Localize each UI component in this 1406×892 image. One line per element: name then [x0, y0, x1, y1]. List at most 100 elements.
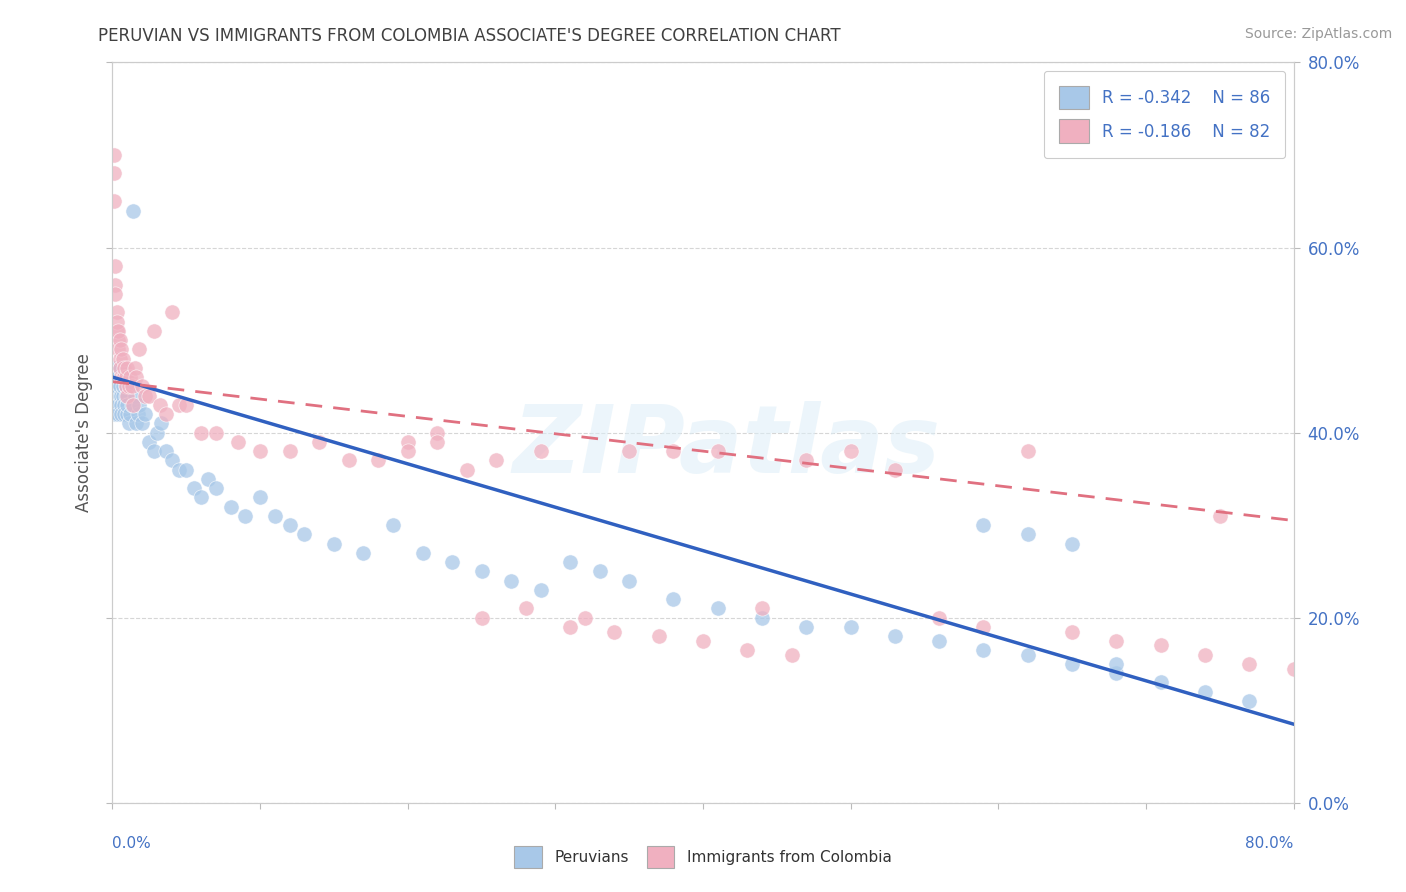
- Point: [125, 370, 148, 384]
- Point: [104, 277, 127, 292]
- Text: Source: ZipAtlas.com: Source: ZipAtlas.com: [1244, 27, 1392, 41]
- Point: [105, 379, 128, 393]
- Point: [105, 370, 128, 384]
- Point: [382, 518, 405, 533]
- Point: [103, 360, 125, 375]
- Point: [292, 527, 315, 541]
- Point: [110, 398, 132, 412]
- Text: PERUVIAN VS IMMIGRANTS FROM COLOMBIA ASSOCIATE'S DEGREE CORRELATION CHART: PERUVIAN VS IMMIGRANTS FROM COLOMBIA ASS…: [98, 27, 841, 45]
- Point: [515, 601, 537, 615]
- Point: [118, 417, 141, 431]
- Point: [155, 444, 177, 458]
- Point: [796, 453, 818, 467]
- Point: [112, 407, 135, 421]
- Point: [134, 388, 156, 402]
- Point: [1017, 527, 1039, 541]
- Point: [142, 324, 165, 338]
- Point: [1208, 508, 1232, 523]
- Point: [973, 643, 995, 657]
- Point: [426, 425, 449, 440]
- Point: [107, 370, 129, 384]
- Point: [219, 500, 242, 514]
- Point: [114, 379, 136, 393]
- Point: [118, 379, 141, 393]
- Point: [103, 398, 125, 412]
- Point: [107, 398, 129, 412]
- Point: [167, 462, 190, 476]
- Point: [114, 370, 136, 384]
- Point: [104, 379, 127, 393]
- Point: [110, 407, 132, 421]
- Point: [103, 388, 125, 402]
- Point: [529, 444, 551, 458]
- Point: [105, 314, 128, 328]
- Point: [1239, 694, 1261, 708]
- Point: [1105, 633, 1128, 648]
- Point: [110, 388, 132, 402]
- Point: [138, 388, 160, 402]
- Point: [104, 370, 127, 384]
- Point: [103, 148, 125, 162]
- Point: [928, 610, 950, 624]
- Point: [112, 370, 135, 384]
- Point: [485, 453, 508, 467]
- Point: [737, 643, 759, 657]
- Point: [111, 351, 134, 366]
- Point: [114, 379, 136, 393]
- Point: [619, 574, 641, 588]
- Point: [138, 434, 160, 449]
- Point: [142, 444, 165, 458]
- Point: [337, 453, 360, 467]
- Point: [108, 333, 131, 347]
- Point: [108, 351, 131, 366]
- Point: [396, 444, 419, 458]
- Point: [456, 462, 478, 476]
- Point: [1239, 657, 1261, 671]
- Point: [160, 453, 183, 467]
- Point: [104, 259, 127, 273]
- Point: [426, 434, 449, 449]
- Point: [128, 343, 150, 357]
- Point: [112, 398, 135, 412]
- Point: [103, 379, 125, 393]
- Point: [662, 592, 685, 607]
- Legend: Peruvians, Immigrants from Colombia: Peruvians, Immigrants from Colombia: [506, 838, 900, 875]
- Point: [183, 481, 205, 495]
- Point: [117, 407, 138, 421]
- Point: [558, 555, 582, 569]
- Point: [105, 305, 128, 319]
- Point: [121, 379, 143, 393]
- Point: [839, 620, 862, 634]
- Point: [751, 601, 773, 615]
- Point: [121, 398, 143, 412]
- Point: [1150, 675, 1173, 690]
- Point: [103, 194, 125, 209]
- Point: [796, 620, 818, 634]
- Point: [128, 398, 150, 412]
- Point: [226, 434, 249, 449]
- Point: [124, 360, 146, 375]
- Point: [114, 388, 136, 402]
- Point: [104, 398, 127, 412]
- Point: [1150, 639, 1173, 653]
- Point: [108, 388, 131, 402]
- Point: [131, 379, 153, 393]
- Point: [973, 518, 995, 533]
- Point: [647, 629, 671, 643]
- Point: [470, 610, 494, 624]
- Point: [104, 407, 127, 421]
- Point: [323, 536, 346, 550]
- Point: [558, 620, 582, 634]
- Point: [780, 648, 803, 662]
- Point: [120, 407, 142, 421]
- Point: [110, 370, 132, 384]
- Point: [249, 491, 271, 505]
- Point: [107, 324, 129, 338]
- Point: [174, 398, 197, 412]
- Point: [884, 629, 907, 643]
- Point: [103, 166, 125, 180]
- Y-axis label: Associate's Degree: Associate's Degree: [75, 353, 93, 512]
- Point: [112, 360, 135, 375]
- Point: [574, 610, 596, 624]
- Point: [146, 425, 169, 440]
